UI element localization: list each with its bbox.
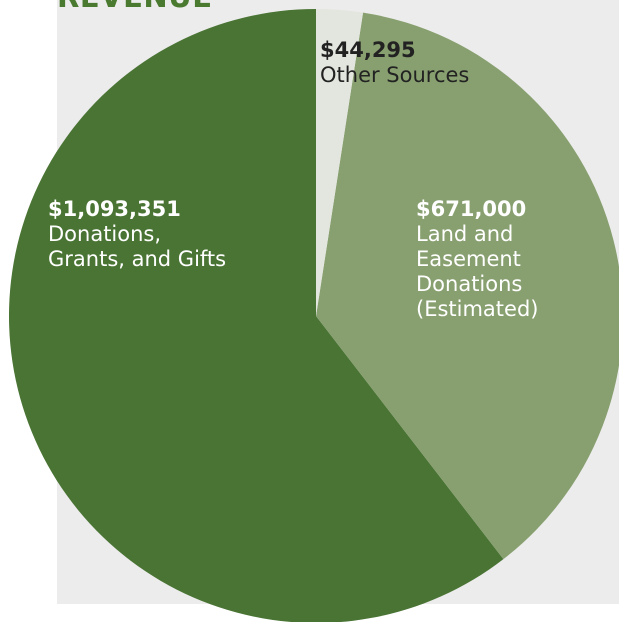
pie-slice-donations — [9, 9, 504, 622]
pie-slice-other-sources — [316, 9, 364, 316]
chart-title: REVENUE — [57, 0, 213, 14]
slice-amount: $1,093,351 — [48, 197, 181, 221]
pie-slice-land-easement — [316, 12, 619, 560]
slice-label-donations: $1,093,351 Donations, Grants, and Gifts — [48, 197, 226, 272]
slice-label-other-sources: $44,295 Other Sources — [320, 38, 469, 88]
slice-label-land-easement: $671,000 Land and Easement Donations (Es… — [416, 197, 538, 322]
slice-amount: $671,000 — [416, 197, 527, 221]
slice-amount: $44,295 — [320, 38, 416, 62]
slice-description: Donations, Grants, and Gifts — [48, 222, 227, 271]
slice-description: Land and Easement Donations (Estimated) — [416, 222, 539, 321]
slice-description: Other Sources — [320, 63, 470, 87]
